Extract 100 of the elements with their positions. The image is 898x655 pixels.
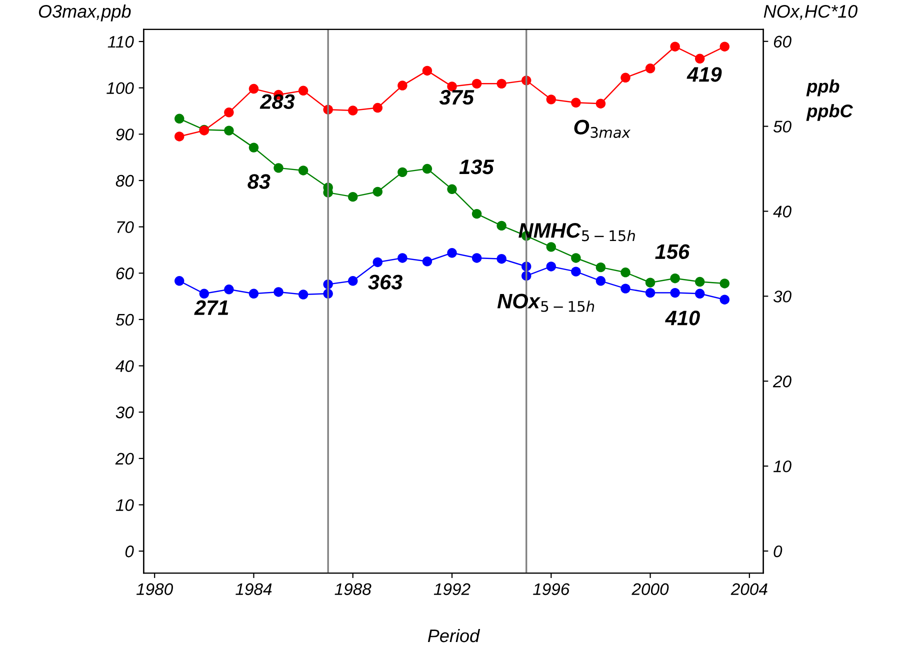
y2-axis-title: NOx,HC*10 — [764, 4, 858, 20]
point — [645, 288, 656, 298]
x-tick-label: 2000 — [632, 583, 669, 596]
point — [447, 248, 457, 258]
point — [720, 42, 730, 52]
x-tick-label: 1988 — [334, 583, 372, 596]
y-tick-label: 40 — [116, 360, 134, 372]
annotation: NOx$_{5−15h}$ — [497, 294, 594, 312]
point — [298, 166, 308, 176]
point — [224, 126, 234, 136]
y2-tick-label: 0 — [774, 545, 782, 558]
point — [447, 184, 457, 194]
point — [670, 288, 680, 298]
point — [398, 253, 408, 263]
y-tick-label: 80 — [116, 174, 134, 187]
point — [274, 163, 284, 173]
point — [720, 278, 730, 288]
y-tick-label: 30 — [116, 406, 134, 418]
point — [298, 290, 308, 300]
point — [174, 276, 184, 286]
annotation: 135 — [459, 159, 494, 174]
y2-tick-label: 60 — [774, 36, 792, 48]
y-tick-label: 50 — [116, 314, 134, 326]
annotation: 410 — [665, 310, 700, 326]
y-tick-label: 100 — [106, 82, 134, 94]
point — [670, 42, 680, 52]
point — [248, 84, 259, 94]
y-tick-label: 10 — [116, 499, 134, 511]
point — [596, 276, 606, 286]
point — [248, 142, 259, 152]
point — [348, 106, 358, 116]
point — [596, 98, 606, 108]
point — [224, 284, 234, 294]
point — [546, 262, 556, 272]
point — [472, 78, 482, 89]
y-tick-label: 90 — [116, 128, 134, 140]
point — [398, 167, 408, 178]
x-tick-label: 2004 — [730, 583, 768, 596]
annotation: 419 — [686, 67, 722, 82]
point — [694, 288, 705, 299]
point — [348, 192, 358, 202]
y2-tick-label: 40 — [773, 206, 792, 218]
annotation: O$_{3max}$ — [574, 120, 631, 138]
point — [174, 114, 184, 124]
point — [199, 288, 210, 299]
point — [298, 86, 308, 96]
point — [720, 294, 730, 304]
point — [472, 253, 482, 263]
point — [670, 274, 680, 284]
y-tick-label: 70 — [117, 221, 134, 234]
text: ppb ppbC — [806, 79, 854, 121]
x-tick-label: 1992 — [434, 583, 470, 596]
y2-tick-label: 10 — [773, 460, 792, 472]
point — [620, 72, 630, 83]
annotation: 363 — [368, 274, 402, 290]
point — [372, 102, 383, 113]
point — [372, 257, 383, 268]
point — [571, 266, 581, 276]
point — [224, 108, 234, 118]
x-tick-label: 1980 — [136, 583, 173, 596]
point — [472, 208, 482, 219]
point — [620, 268, 630, 278]
point — [496, 220, 506, 231]
annotation: 375 — [439, 90, 474, 105]
point — [496, 78, 506, 89]
x-tick-label: 1984 — [236, 583, 272, 596]
point — [645, 278, 656, 288]
point — [694, 54, 705, 64]
point — [620, 284, 630, 294]
y-tick-label: 110 — [108, 36, 134, 48]
y-tick-label: 20 — [115, 452, 134, 465]
y2-tick-label: 30 — [773, 290, 792, 302]
annotation: 283 — [260, 94, 295, 110]
point — [571, 98, 581, 108]
y-tick-label: 0 — [125, 546, 134, 558]
point — [422, 164, 432, 174]
point — [546, 242, 556, 252]
point — [645, 64, 656, 74]
y-tick-label: 60 — [116, 268, 134, 280]
annotation: 271 — [194, 300, 228, 315]
point — [496, 254, 506, 264]
point — [571, 253, 581, 263]
point — [422, 256, 432, 266]
point — [372, 186, 383, 197]
point — [694, 276, 705, 287]
point — [422, 66, 432, 76]
y2-tick-label: 20 — [772, 376, 792, 388]
point — [348, 276, 358, 286]
point — [596, 262, 606, 272]
point — [546, 94, 556, 104]
point — [248, 288, 259, 299]
annotation: 83 — [248, 174, 270, 189]
x-tick-label: 1996 — [533, 583, 570, 596]
annotation: 156 — [655, 244, 690, 260]
point — [398, 80, 408, 90]
x-axis-title: Period — [428, 628, 480, 642]
annotation: NMHC$_{5−15h}$ — [518, 223, 635, 242]
point — [274, 287, 284, 297]
y2-tick-label: 50 — [773, 120, 792, 133]
point — [174, 132, 184, 142]
